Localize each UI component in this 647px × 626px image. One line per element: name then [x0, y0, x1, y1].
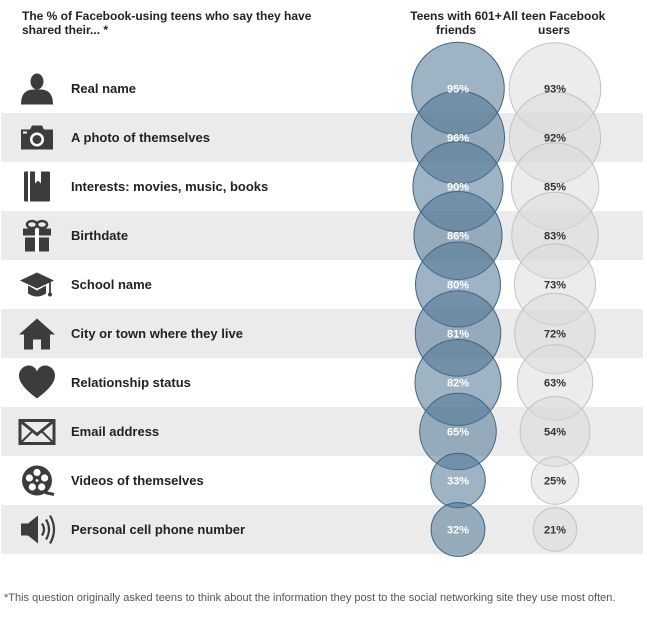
- value-label-all-users: 72%: [544, 329, 566, 341]
- bubble-601-friends: [430, 502, 486, 557]
- value-label-all-users: 21%: [544, 525, 566, 537]
- value-label-601-friends: 95%: [447, 84, 469, 96]
- value-label-all-users: 93%: [544, 84, 566, 96]
- category-label: A photo of themselves: [71, 130, 210, 145]
- category-label: Personal cell phone number: [71, 522, 245, 537]
- value-label-all-users: 63%: [544, 378, 566, 390]
- person-icon: [21, 73, 53, 105]
- category-label: City or town where they live: [71, 326, 243, 341]
- column-header-601-friends: Teens with 601+ friends: [410, 9, 502, 37]
- film-reel-icon: [22, 465, 55, 496]
- category-label: Relationship status: [71, 375, 191, 390]
- value-label-601-friends: 90%: [447, 182, 469, 194]
- value-label-all-users: 85%: [544, 182, 566, 194]
- value-label-601-friends: 33%: [447, 476, 469, 488]
- value-label-601-friends: 86%: [447, 231, 469, 243]
- chart-title: The % of Facebook-using teens who say th…: [22, 9, 312, 37]
- category-label: Birthdate: [71, 228, 128, 243]
- value-label-601-friends: 81%: [447, 329, 469, 341]
- value-label-all-users: 54%: [544, 427, 566, 439]
- category-label: Real name: [71, 81, 136, 96]
- envelope-icon: [18, 419, 56, 445]
- heart-icon: [19, 365, 55, 399]
- bubble-chart: Real name A photo of themselves Interests:…: [1, 41, 643, 557]
- value-label-601-friends: 96%: [447, 133, 469, 145]
- gift-icon: [23, 219, 51, 252]
- value-label-601-friends: 32%: [447, 525, 469, 537]
- category-label: School name: [71, 277, 152, 292]
- bubble-all-users: [532, 507, 578, 552]
- house-icon: [19, 318, 55, 350]
- value-label-all-users: 83%: [544, 231, 566, 243]
- graduation-cap-icon: [20, 272, 54, 297]
- book-icon: [24, 171, 50, 202]
- footnote: *This question originally asked teens to…: [4, 592, 616, 604]
- category-label: Videos of themselves: [71, 473, 204, 488]
- column-header-all-users: All teen Facebook users: [502, 9, 606, 37]
- value-label-601-friends: 65%: [447, 427, 469, 439]
- value-label-all-users: 73%: [544, 280, 566, 292]
- value-label-601-friends: 80%: [447, 280, 469, 292]
- value-label-all-users: 92%: [544, 133, 566, 145]
- bubble-all-users: [530, 456, 580, 505]
- category-label: Interests: movies, music, books: [71, 179, 268, 194]
- speaker-icon: [21, 514, 56, 545]
- camera-icon: [21, 125, 53, 150]
- category-label: Email address: [71, 424, 159, 439]
- value-label-601-friends: 82%: [447, 378, 469, 390]
- value-label-all-users: 25%: [544, 476, 566, 488]
